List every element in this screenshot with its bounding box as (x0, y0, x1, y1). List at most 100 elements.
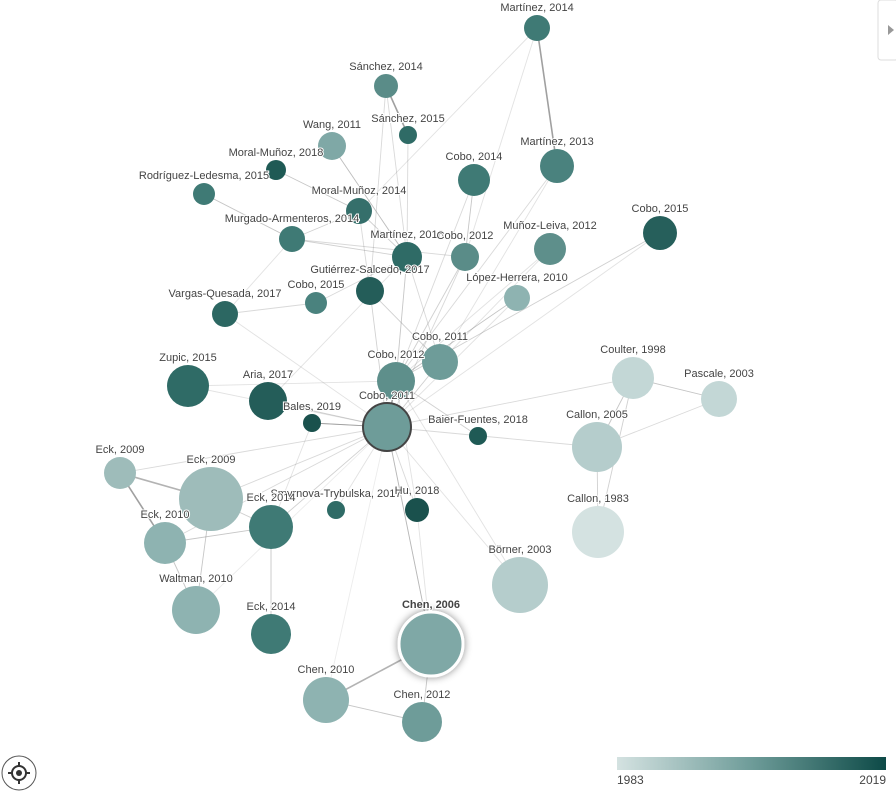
node-label: Chen, 2010 (298, 664, 355, 676)
edge (267, 256, 408, 402)
edge (464, 27, 538, 258)
edge (395, 179, 475, 382)
node-label: Cobo, 2014 (446, 151, 503, 163)
locate-button[interactable] (1, 755, 37, 791)
node-label: Zupic, 2015 (159, 352, 216, 364)
node-label: Eck, 2009 (96, 444, 145, 456)
node[interactable] (399, 126, 417, 144)
node[interactable] (172, 586, 220, 634)
node[interactable] (303, 677, 349, 723)
node-label: Sánchez, 2015 (371, 113, 444, 125)
edge (369, 85, 387, 292)
edge (224, 313, 388, 428)
edge (275, 169, 360, 212)
node-label: Cobo, 2015 (288, 279, 345, 291)
node[interactable] (422, 344, 458, 380)
node-label: Sánchez, 2014 (349, 61, 422, 73)
edge (439, 165, 558, 363)
edge (395, 248, 551, 382)
edge (325, 426, 388, 701)
node-label: Eck, 2014 (247, 492, 296, 504)
node-label: Wang, 2011 (303, 119, 361, 131)
edge (395, 256, 408, 382)
node[interactable] (266, 160, 286, 180)
node-label: Chen, 2012 (394, 689, 451, 701)
node[interactable] (451, 243, 479, 271)
node[interactable] (572, 422, 622, 472)
node[interactable] (251, 614, 291, 654)
node-label: Cobo, 2011 (359, 390, 415, 402)
node[interactable] (458, 164, 490, 196)
node[interactable] (356, 277, 384, 305)
node[interactable] (305, 292, 327, 314)
node-label: Callon, 1983 (567, 493, 629, 505)
node[interactable] (377, 362, 415, 400)
panel-toggle[interactable] (877, 0, 896, 61)
node-label: Pascale, 2003 (684, 368, 754, 380)
node-label: Martínez, 2013 (520, 136, 593, 148)
node[interactable] (402, 702, 442, 742)
edge (203, 193, 293, 240)
node[interactable] (249, 382, 287, 420)
legend-gradient (617, 757, 886, 770)
node-label: Waltman, 2010 (159, 573, 233, 585)
edge (439, 248, 551, 363)
node-label: Cobo, 2015 (632, 203, 689, 215)
node[interactable] (167, 365, 209, 407)
edge (386, 426, 521, 586)
edge (395, 297, 518, 382)
node[interactable] (144, 522, 186, 564)
node[interactable] (303, 414, 321, 432)
node-label: Eck, 2010 (141, 509, 190, 521)
node[interactable] (374, 74, 398, 98)
node[interactable] (572, 506, 624, 558)
edge (119, 426, 388, 474)
node[interactable] (346, 198, 372, 224)
nodes (104, 15, 737, 742)
node[interactable] (405, 498, 429, 522)
edge (395, 165, 558, 382)
node[interactable] (524, 15, 550, 41)
node[interactable] (392, 242, 422, 272)
node[interactable] (279, 226, 305, 252)
node-label: Muñoz-Leiva, 2012 (503, 220, 597, 232)
node[interactable] (643, 216, 677, 250)
node[interactable] (469, 427, 487, 445)
node-label: Murgado-Armenteros, 2014 (225, 213, 360, 225)
edge (291, 238, 408, 258)
edge (385, 85, 408, 258)
node[interactable] (504, 285, 530, 311)
node[interactable] (193, 183, 215, 205)
edge (395, 380, 418, 511)
edge (224, 302, 317, 315)
node[interactable] (492, 557, 548, 613)
node-label: Martínez, 2016 (370, 229, 443, 241)
node[interactable] (249, 505, 293, 549)
node[interactable] (104, 457, 136, 489)
node[interactable] (397, 610, 465, 678)
node-label: Callon, 2005 (566, 409, 628, 421)
labels: Martínez, 2014 Sánchez, 2014 Sánchez, 2015… (95, 1, 755, 702)
node[interactable] (362, 402, 412, 452)
node-label: Eck, 2014 (247, 601, 296, 613)
node[interactable] (318, 132, 346, 160)
node-label: López-Herrera, 2010 (466, 272, 568, 284)
node[interactable] (612, 357, 654, 399)
node-label: Eck, 2009 (187, 454, 236, 466)
node[interactable] (701, 381, 737, 417)
node-label: Martínez, 2014 (500, 2, 573, 14)
edge (270, 426, 388, 528)
node-label: Moral-Muñoz, 2018 (229, 147, 324, 159)
node-label: Baier-Fuentes, 2018 (428, 414, 528, 426)
node[interactable] (534, 233, 566, 265)
edge (187, 385, 388, 428)
edge (395, 380, 521, 586)
edge (203, 193, 293, 240)
node[interactable] (179, 467, 243, 531)
node[interactable] (327, 501, 345, 519)
node[interactable] (540, 149, 574, 183)
edge (224, 238, 293, 315)
edge (386, 426, 432, 645)
node[interactable] (212, 301, 238, 327)
